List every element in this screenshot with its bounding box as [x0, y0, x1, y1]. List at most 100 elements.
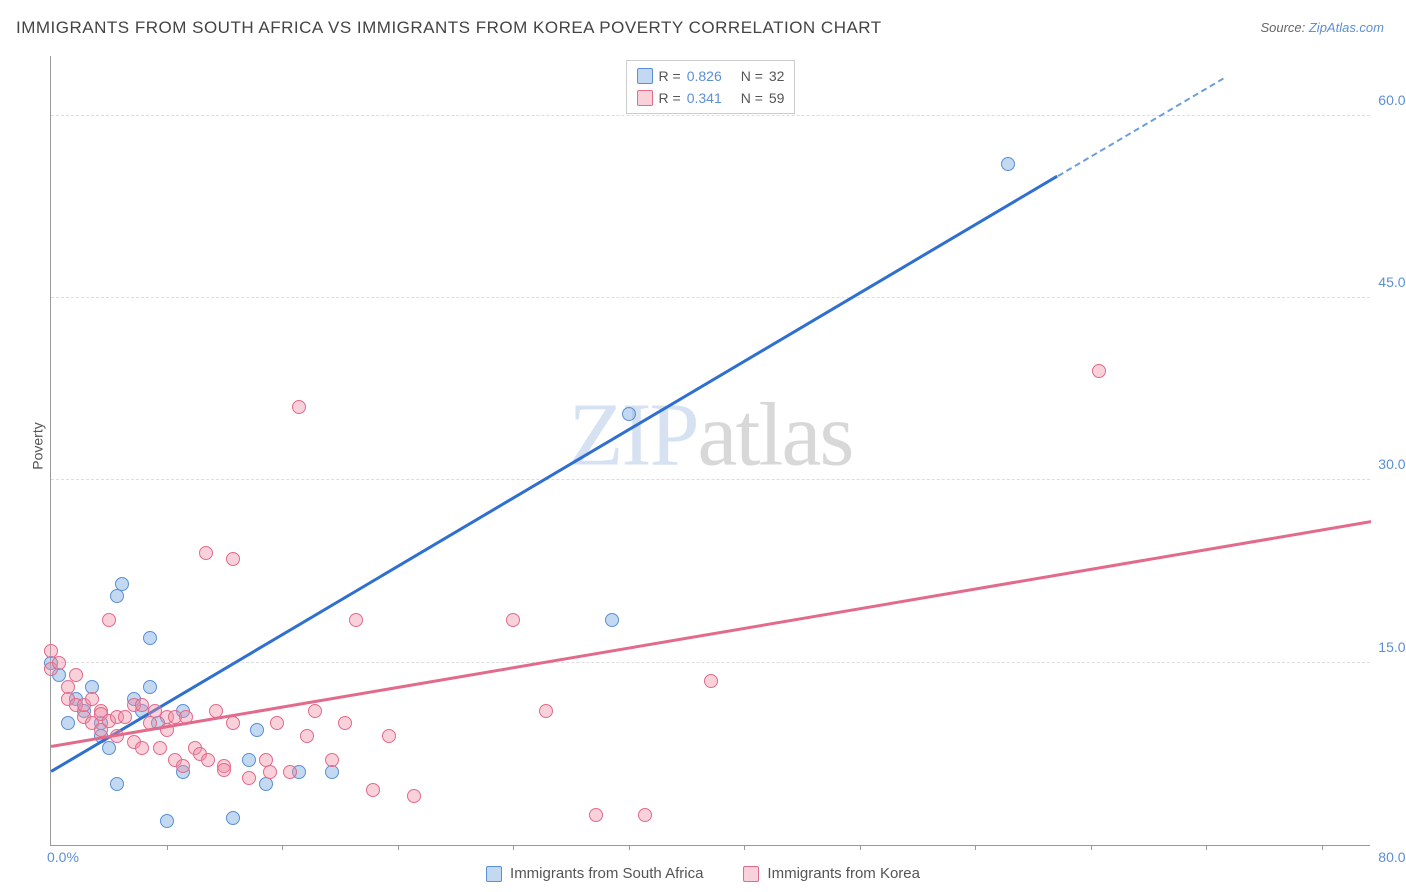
- x-tick: [282, 845, 283, 850]
- data-point-korea: [263, 765, 277, 779]
- trend-line: [51, 520, 1371, 747]
- series-legend-label: Immigrants from South Africa: [510, 865, 703, 882]
- data-point-south_africa: [259, 777, 273, 791]
- watermark-atlas: atlas: [698, 385, 853, 484]
- data-point-korea: [638, 808, 652, 822]
- legend-n-label: N =: [741, 90, 763, 106]
- data-point-korea: [176, 759, 190, 773]
- legend-n-label: N =: [741, 68, 763, 84]
- data-point-korea: [153, 741, 167, 755]
- data-point-korea: [539, 704, 553, 718]
- legend-r-label: R =: [659, 90, 681, 106]
- x-axis-origin-label: 0.0%: [47, 849, 79, 865]
- data-point-south_africa: [143, 680, 157, 694]
- data-point-korea: [338, 716, 352, 730]
- data-point-korea: [704, 674, 718, 688]
- series-legend-item-south_africa: Immigrants from South Africa: [486, 865, 703, 882]
- data-point-south_africa: [250, 723, 264, 737]
- x-tick: [1322, 845, 1323, 850]
- watermark: ZIPatlas: [569, 383, 853, 486]
- stats-legend-row-korea: R = 0.341 N = 59: [637, 87, 785, 109]
- scatter-plot-area: ZIPatlas R =0.826N =32R =0.341N =59 0.0%…: [50, 56, 1370, 846]
- data-point-korea: [201, 753, 215, 767]
- gridline-h: [51, 662, 1370, 663]
- data-point-korea: [135, 698, 149, 712]
- y-tick-label: 15.0%: [1378, 639, 1406, 655]
- legend-r-label: R =: [659, 68, 681, 84]
- y-tick-label: 45.0%: [1378, 274, 1406, 290]
- data-point-south_africa: [226, 811, 240, 825]
- data-point-south_africa: [160, 814, 174, 828]
- x-axis-max-label: 80.0%: [1378, 849, 1406, 865]
- x-tick: [1091, 845, 1092, 850]
- data-point-korea: [1092, 364, 1106, 378]
- source-attribution: Source: ZipAtlas.com: [1260, 20, 1384, 35]
- stats-legend-row-south_africa: R = 0.826 N = 32: [637, 65, 785, 87]
- data-point-korea: [118, 710, 132, 724]
- data-point-korea: [69, 668, 83, 682]
- y-tick-label: 60.0%: [1378, 92, 1406, 108]
- data-point-south_africa: [110, 589, 124, 603]
- legend-swatch: [743, 866, 759, 882]
- legend-r-value: 0.341: [687, 90, 735, 106]
- data-point-korea: [300, 729, 314, 743]
- data-point-south_africa: [115, 577, 129, 591]
- data-point-korea: [199, 546, 213, 560]
- legend-r-value: 0.826: [687, 68, 735, 84]
- data-point-korea: [292, 400, 306, 414]
- x-tick: [744, 845, 745, 850]
- data-point-south_africa: [242, 753, 256, 767]
- data-point-korea: [308, 704, 322, 718]
- data-point-south_africa: [102, 741, 116, 755]
- legend-n-value: 32: [769, 68, 785, 84]
- data-point-korea: [589, 808, 603, 822]
- data-point-korea: [52, 656, 66, 670]
- trend-line: [1057, 77, 1223, 176]
- y-tick-label: 30.0%: [1378, 456, 1406, 472]
- x-tick: [860, 845, 861, 850]
- data-point-korea: [366, 783, 380, 797]
- data-point-korea: [102, 613, 116, 627]
- data-point-korea: [226, 552, 240, 566]
- series-legend-item-korea: Immigrants from Korea: [743, 865, 920, 882]
- data-point-korea: [349, 613, 363, 627]
- data-point-south_africa: [110, 777, 124, 791]
- data-point-korea: [407, 789, 421, 803]
- data-point-korea: [325, 753, 339, 767]
- x-tick: [629, 845, 630, 850]
- data-point-korea: [242, 771, 256, 785]
- data-point-korea: [226, 716, 240, 730]
- trend-line: [50, 174, 1058, 772]
- legend-n-value: 59: [769, 90, 785, 106]
- legend-swatch: [637, 68, 653, 84]
- x-tick: [398, 845, 399, 850]
- x-tick: [1206, 845, 1207, 850]
- x-tick: [975, 845, 976, 850]
- data-point-south_africa: [622, 407, 636, 421]
- gridline-h: [51, 115, 1370, 116]
- x-tick: [167, 845, 168, 850]
- source-prefix: Source:: [1260, 20, 1308, 35]
- stats-legend: R = 0.826 N = 32 R = 0.341 N = 59: [626, 60, 796, 114]
- data-point-south_africa: [1001, 157, 1015, 171]
- data-point-south_africa: [61, 716, 75, 730]
- data-point-korea: [135, 741, 149, 755]
- data-point-korea: [506, 613, 520, 627]
- series-legend-label: Immigrants from Korea: [767, 865, 920, 882]
- legend-swatch: [486, 866, 502, 882]
- x-tick: [513, 845, 514, 850]
- source-link[interactable]: ZipAtlas.com: [1309, 20, 1384, 35]
- data-point-south_africa: [325, 765, 339, 779]
- data-point-korea: [270, 716, 284, 730]
- data-point-south_africa: [605, 613, 619, 627]
- data-point-korea: [382, 729, 396, 743]
- gridline-h: [51, 297, 1370, 298]
- chart-title: IMMIGRANTS FROM SOUTH AFRICA VS IMMIGRAN…: [16, 18, 882, 38]
- legend-swatch: [637, 90, 653, 106]
- data-point-korea: [217, 763, 231, 777]
- data-point-south_africa: [143, 631, 157, 645]
- gridline-h: [51, 479, 1370, 480]
- data-point-korea: [283, 765, 297, 779]
- y-axis-title: Poverty: [30, 422, 46, 469]
- series-legend: Immigrants from South Africa Immigrants f…: [486, 865, 920, 882]
